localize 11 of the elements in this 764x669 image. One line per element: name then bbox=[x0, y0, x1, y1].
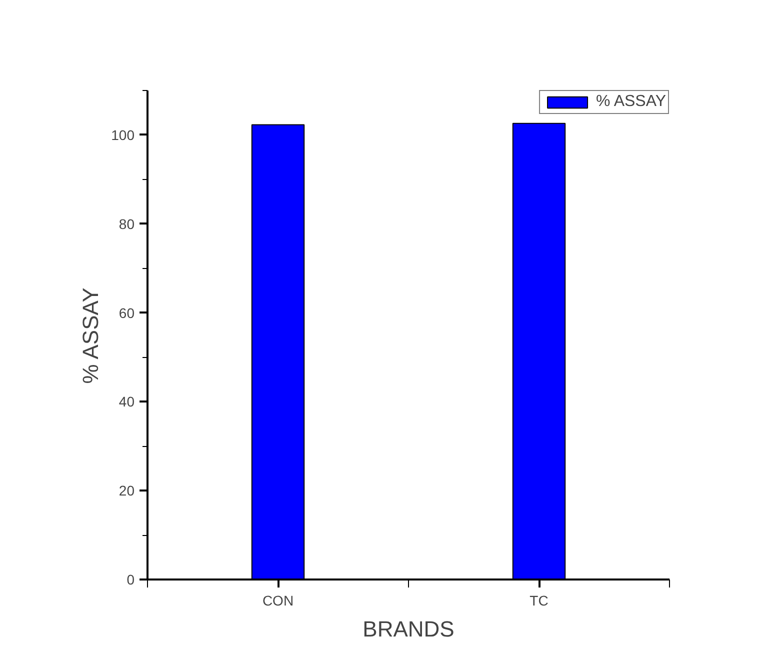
y-tick-label: 80 bbox=[118, 216, 135, 232]
x-tick-label: TC bbox=[530, 592, 548, 608]
y-tick-label: 40 bbox=[118, 394, 135, 410]
y-tick-label: 20 bbox=[118, 482, 135, 499]
y-tick-label: 100 bbox=[111, 126, 135, 143]
x-tick-label: CON bbox=[262, 592, 294, 608]
x-axis-title: BRANDS bbox=[362, 616, 454, 642]
legend-label: % ASSAY bbox=[596, 93, 666, 111]
y-tick-label: 60 bbox=[118, 304, 135, 321]
y-axis-title: % ASSAY bbox=[78, 287, 104, 384]
y-tick-label: 0 bbox=[126, 572, 135, 588]
